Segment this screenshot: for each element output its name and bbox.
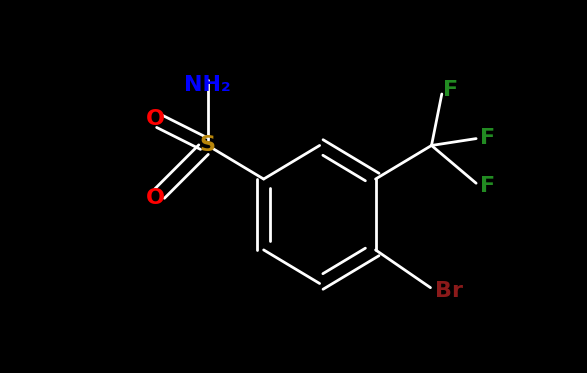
Text: Br: Br (435, 281, 463, 301)
Text: NH₂: NH₂ (184, 75, 231, 95)
Text: F: F (480, 176, 495, 197)
Text: O: O (146, 109, 165, 129)
Text: O: O (146, 188, 165, 208)
Text: F: F (480, 128, 495, 148)
Text: F: F (443, 79, 458, 100)
Text: S: S (200, 135, 215, 156)
